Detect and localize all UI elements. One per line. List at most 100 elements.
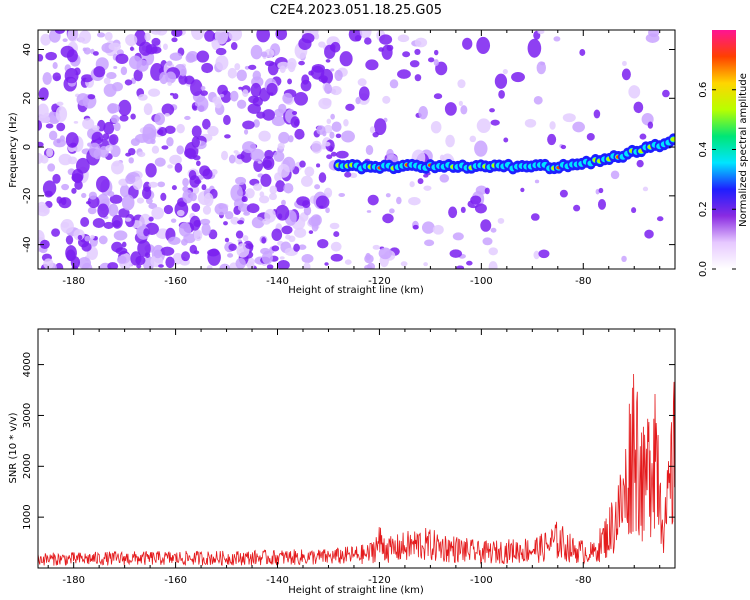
- spectrogram-cell: [258, 195, 270, 204]
- snr-x-tick-label: -120: [368, 575, 391, 586]
- spectrogram-cell: [378, 47, 384, 52]
- spectrogram-cell: [56, 101, 64, 106]
- spectrogram-cell: [322, 130, 327, 137]
- spectrogram-cell: [116, 255, 127, 264]
- spectrogram-cell: [67, 156, 78, 165]
- colorbar-tick-label: 0.4: [698, 142, 709, 158]
- snr-y-tick-label: 3000: [22, 403, 33, 428]
- snr-x-axis-label: Height of straight line (km): [288, 585, 424, 596]
- spectrogram-cell: [304, 166, 315, 177]
- spectrogram-cell: [396, 196, 402, 205]
- spectrogram-cell: [628, 85, 641, 99]
- spectrogram-cell: [38, 141, 44, 148]
- spectrogram-cell: [279, 65, 286, 74]
- spectrogram-cell: [330, 68, 335, 72]
- spectrogram-cell: [223, 114, 231, 126]
- spectrogram-cell: [343, 119, 349, 127]
- spectrogram-cell: [64, 68, 79, 84]
- spectrogram-cell: [196, 50, 210, 63]
- spectrogram-cell: [633, 101, 644, 114]
- spectrogram-cell: [98, 235, 108, 245]
- spectrogram-cell: [61, 183, 70, 191]
- spectrogram-cell: [448, 206, 458, 219]
- spectrogram-cell: [338, 192, 346, 197]
- spectrogram-cell: [251, 216, 265, 229]
- spectrogram-cell: [214, 202, 229, 216]
- spectrogram-cell: [160, 192, 167, 202]
- spectrogram-cell: [253, 183, 263, 191]
- spectrogram-cell: [192, 155, 201, 161]
- spectrogram-cell: [212, 96, 222, 104]
- spectrogram-cell: [288, 235, 296, 243]
- spectrogram-cell: [262, 109, 275, 121]
- spectrogram-cell: [148, 216, 154, 222]
- spectrogram-cell: [482, 237, 493, 246]
- spectrogram-cell: [39, 239, 50, 250]
- spectrogram-cell: [207, 248, 221, 266]
- colorbar-tick-label: 0.0: [698, 261, 709, 277]
- spectrogram-cell: [520, 187, 525, 193]
- spectrogram-cell: [372, 244, 381, 250]
- spectrogram-cell: [42, 72, 52, 85]
- spectrogram-cell: [460, 105, 468, 115]
- spectrogram-cell: [235, 176, 247, 186]
- spectrogram-cell: [102, 133, 110, 140]
- spectrogram-cell: [642, 186, 649, 192]
- spectrogram-cell: [408, 196, 421, 206]
- spectrogram-cell: [124, 217, 132, 222]
- spectrogram-cell: [397, 34, 410, 43]
- spectrogram-cell: [77, 36, 84, 43]
- spectrogram-cell: [367, 194, 379, 206]
- spectrogram-cell: [277, 142, 285, 150]
- spectrogram-cell: [224, 134, 231, 139]
- spectrogram-cell: [219, 93, 225, 98]
- spectrogram-cell: [167, 81, 172, 86]
- spectrogram-cell: [180, 68, 187, 77]
- spectrogram-cell: [365, 145, 374, 156]
- spectrogram-y-axis-label: Frequency (Hz): [8, 112, 19, 188]
- spectrogram-cell: [52, 173, 61, 184]
- spectrogram-cell: [349, 172, 358, 179]
- spectrogram-cell: [308, 230, 314, 235]
- spectrogram-cell: [503, 137, 509, 143]
- spectrogram-cell: [211, 169, 218, 176]
- spectrogram-cell: [104, 31, 113, 41]
- spectrogram-cell: [90, 234, 95, 239]
- spectrogram-cell: [124, 79, 133, 86]
- spectrogram-x-axis-label: Height of straight line (km): [288, 285, 424, 296]
- spectrogram-cell: [234, 63, 241, 71]
- spectrogram-cell: [145, 163, 157, 178]
- spectrogram-cell: [227, 67, 237, 79]
- spectrogram-cell: [319, 205, 324, 209]
- spectrogram-cell: [107, 262, 119, 269]
- spectrogram-cell: [480, 219, 492, 232]
- snr-y-tick-label: 2000: [22, 454, 33, 479]
- spectrogram-cell: [248, 95, 259, 104]
- spectrogram-cell: [256, 30, 271, 43]
- spectrogram-cell: [151, 145, 160, 154]
- spectrogram-cell: [364, 37, 372, 45]
- spectrogram-cell: [264, 60, 275, 67]
- spectrogram-cell: [621, 255, 627, 263]
- spectrogram-cell: [145, 197, 153, 205]
- spectrogram-cell: [334, 69, 343, 82]
- spectrogram-cell: [549, 121, 556, 130]
- spectrogram-cell: [191, 125, 202, 138]
- spectrogram-cell: [195, 96, 209, 112]
- spectrogram-cell: [215, 55, 229, 71]
- spectrogram-cell: [129, 46, 134, 51]
- colorbar-ticks: 0.0 0.2 0.4 0.6: [698, 82, 736, 277]
- spectrogram-cell: [470, 195, 482, 205]
- spectrogram-cell: [386, 148, 394, 160]
- spectrogram-cell: [636, 159, 644, 168]
- spectrogram-cell: [93, 66, 106, 78]
- spectrogram-cell: [125, 174, 136, 185]
- spectrogram-cell: [488, 247, 498, 256]
- spectrogram-cell: [128, 147, 136, 156]
- spectrogram-cell: [311, 222, 319, 232]
- spectrogram-cell: [150, 46, 162, 54]
- spectrogram-cell: [369, 126, 376, 134]
- spectrogram-cell: [97, 203, 109, 218]
- spectrogram-cell: [662, 89, 670, 98]
- spectrogram-cell: [136, 59, 149, 72]
